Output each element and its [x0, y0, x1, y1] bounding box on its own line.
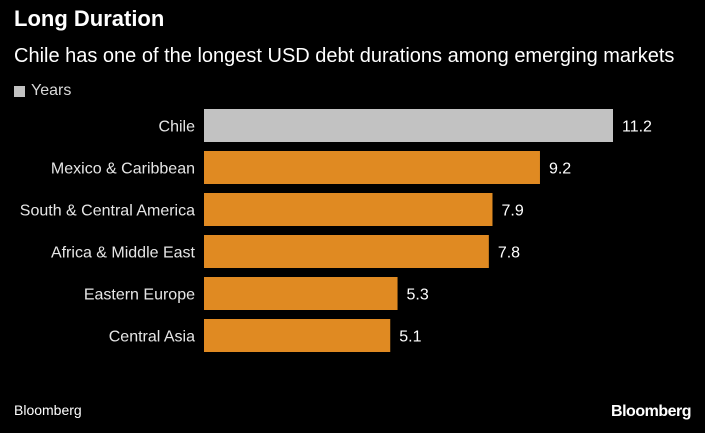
- bar-central-asia: [204, 319, 391, 352]
- bar-africa-middle-east: [204, 235, 489, 268]
- value-label-eastern-europe: 5.3: [407, 287, 429, 304]
- value-label-africa-middle-east: 7.8: [498, 245, 520, 262]
- category-label-chile: Chile: [159, 119, 196, 136]
- chart-subtitle: Chile has one of the longest USD debt du…: [14, 45, 675, 67]
- chart-title: Long Duration: [14, 6, 165, 31]
- bar-mexico-caribbean: [204, 151, 540, 184]
- value-label-south-central-america: 7.9: [501, 203, 523, 220]
- category-label-africa-middle-east: Africa & Middle East: [51, 245, 196, 262]
- value-label-central-asia: 5.1: [399, 329, 421, 346]
- legend: Years: [14, 82, 71, 100]
- legend-swatch: [14, 85, 25, 97]
- bar-south-central-america: [204, 193, 493, 226]
- bar-chile: [204, 109, 613, 142]
- category-label-mexico-caribbean: Mexico & Caribbean: [51, 161, 195, 178]
- category-label-eastern-europe: Eastern Europe: [84, 287, 195, 304]
- value-label-chile: 11.2: [622, 119, 652, 136]
- bar-eastern-europe: [204, 277, 398, 310]
- value-label-mexico-caribbean: 9.2: [549, 161, 571, 178]
- category-label-south-central-america: South & Central America: [20, 203, 195, 220]
- legend-label: Years: [31, 82, 72, 99]
- source-note: Bloomberg: [14, 402, 82, 418]
- bloomberg-logo: Bloomberg: [611, 403, 691, 420]
- category-label-central-asia: Central Asia: [109, 329, 195, 346]
